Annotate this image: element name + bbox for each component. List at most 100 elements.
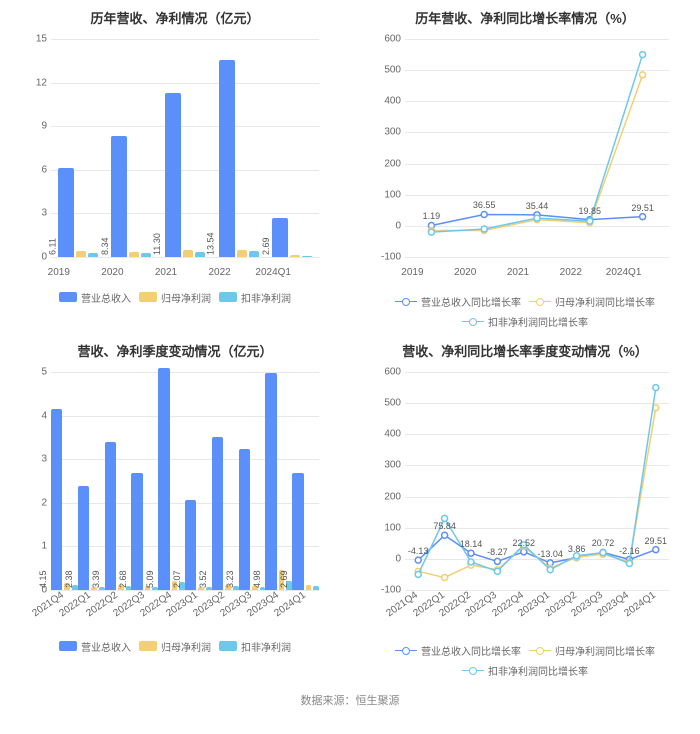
line-point [587, 218, 593, 224]
bar-value-label: 4.15 [38, 570, 48, 588]
bar [129, 252, 139, 257]
legend-label: 归母净利润 [161, 290, 211, 305]
chart-legend: 营业总收入归母净利润扣非净利润 [6, 638, 344, 656]
line-point [415, 571, 421, 577]
gridline [405, 590, 669, 591]
point-value-label: 1.19 [423, 211, 441, 221]
chart-grid: 历年营收、净利情况（亿元）036912156.118.3411.3013.542… [0, 0, 700, 682]
gridline [51, 83, 319, 84]
y-tick-label: 3 [41, 454, 51, 465]
chart-title: 历年营收、净利同比增长率情况（%） [356, 8, 694, 27]
y-tick-label: 6 [41, 164, 51, 175]
bar: 2.69 [292, 473, 303, 590]
point-value-label: 29.51 [645, 536, 668, 546]
point-value-label: 3.86 [568, 544, 586, 554]
legend-label: 扣非净利润 [241, 639, 291, 654]
legend-item: 扣非净利润同比增长率 [462, 663, 588, 678]
bar [237, 250, 247, 257]
line-plot-svg [405, 39, 669, 257]
line-point [494, 568, 500, 574]
x-axis-labels: 20192020202120222024Q1 [386, 267, 650, 285]
bar-group: 2.69 [292, 473, 319, 590]
bar-value-label: 6.11 [47, 238, 57, 255]
legend-swatch [219, 641, 237, 651]
y-tick-label: 500 [384, 65, 405, 76]
bar-value-label: 11.30 [152, 233, 162, 255]
bar [313, 586, 319, 590]
y-tick-label: 300 [384, 460, 405, 471]
line-point [442, 532, 448, 538]
y-tick-label: 300 [384, 127, 405, 138]
legend-label: 归母净利润同比增长率 [555, 294, 655, 309]
bar-value-label: 5.09 [145, 570, 155, 588]
line-point [481, 226, 487, 232]
line-point [640, 72, 646, 78]
legend-label: 营业总收入同比增长率 [421, 643, 521, 658]
bar: 4.15 [51, 409, 62, 590]
point-value-label: -8.27 [487, 547, 508, 557]
bar-group: 6.11 [51, 168, 105, 257]
bar-value-label: 2.69 [261, 237, 271, 255]
bar: 2.07 [185, 500, 196, 590]
legend-label: 归母净利润 [161, 639, 211, 654]
y-tick-label: 1 [41, 541, 51, 552]
bar [302, 256, 312, 257]
bar: 5.09 [158, 368, 169, 590]
bar-group: 8.34 [105, 136, 159, 257]
legend-line-icon [395, 301, 417, 302]
legend-item: 营业总收入 [59, 290, 131, 305]
bar-group: 3.39 [105, 442, 132, 590]
x-tick-label: 2019 [401, 267, 423, 278]
x-tick-label: 2020 [454, 267, 476, 278]
bar-value-label: 13.54 [205, 232, 215, 255]
y-tick-label: -100 [381, 585, 405, 596]
bar-group: 11.30 [158, 93, 212, 257]
legend-item: 归母净利润同比增长率 [529, 294, 655, 309]
line-point [574, 553, 580, 559]
bar-group: 4.98 [265, 373, 292, 590]
point-value-label: -2.16 [619, 546, 640, 556]
x-axis-labels: 20192020202120222024Q1 [32, 267, 300, 285]
y-tick-label: 0 [395, 220, 405, 231]
x-tick-label: 2021 [155, 267, 177, 278]
point-value-label: -4.13 [408, 546, 429, 556]
y-tick-label: 15 [36, 34, 51, 45]
bar-value-label: 2.69 [279, 570, 289, 588]
bar-value-label: 4.98 [252, 570, 262, 588]
panel-chart1: 历年营收、净利情况（亿元）036912156.118.3411.3013.542… [0, 0, 350, 333]
y-tick-label: 600 [384, 367, 405, 378]
chart-legend: 营业总收入同比增长率 归母净利润同比增长率扣非净利润同比增长率 [356, 638, 694, 678]
point-value-label: 75.84 [433, 521, 456, 531]
gridline [51, 257, 319, 258]
line-point [494, 558, 500, 564]
line-point [415, 557, 421, 563]
data-source-footer: 数据来源：恒生聚源 [0, 682, 700, 722]
x-tick-label: 2020 [101, 267, 123, 278]
bar [141, 253, 151, 257]
chart-title: 营收、净利季度变动情况（亿元） [6, 341, 344, 360]
line-point [653, 547, 659, 553]
bar: 13.54 [219, 60, 235, 257]
y-tick-label: 12 [36, 77, 51, 88]
legend-item: 扣非净利润 [219, 639, 291, 654]
point-value-label: -13.04 [537, 549, 563, 559]
legend-label: 归母净利润同比增长率 [555, 643, 655, 658]
legend-line-icon [462, 321, 484, 322]
x-tick-label: 2024Q1 [255, 267, 291, 278]
legend-label: 扣非净利润同比增长率 [488, 663, 588, 678]
y-tick-label: 400 [384, 96, 405, 107]
bar-group: 5.09 [158, 368, 185, 590]
line-point [626, 561, 632, 567]
y-tick-label: 3 [41, 208, 51, 219]
bar [195, 252, 205, 257]
point-value-label: 35.44 [526, 201, 549, 211]
legend-item: 营业总收入同比增长率 [395, 643, 521, 658]
bar [183, 250, 193, 257]
gridline [405, 257, 669, 258]
line-point [640, 52, 646, 58]
point-value-label: 29.51 [631, 203, 654, 213]
bar-group: 3.52 [212, 437, 239, 590]
line-point [534, 215, 540, 221]
legend-swatch [59, 641, 77, 651]
legend-item: 归母净利润 [139, 639, 211, 654]
